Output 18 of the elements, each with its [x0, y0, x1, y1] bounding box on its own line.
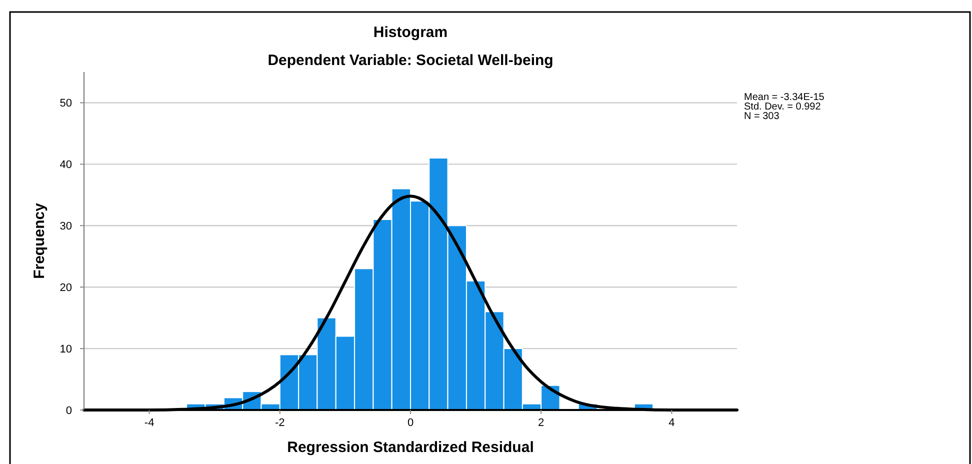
- x-tick-label: -2: [275, 417, 285, 429]
- y-tick-label: 40: [60, 159, 72, 172]
- text: Mean = -3.34E-15: [744, 92, 825, 103]
- y-tick-label: 10: [60, 343, 72, 356]
- chart-subtitle: Dependent Variable: Societal Well-being: [268, 52, 554, 69]
- y-tick-label: 20: [60, 282, 72, 294]
- y-tick-label: 30: [60, 220, 72, 232]
- y-tick-label: 50: [60, 98, 72, 110]
- x-tick-label: 2: [538, 417, 544, 429]
- x-tick-label: 4: [668, 417, 675, 429]
- y-axis-title: Frequency: [31, 202, 48, 279]
- text: N = 303: [744, 111, 780, 122]
- text: Std. Dev. = 0.992: [744, 102, 822, 112]
- x-tick-label: -4: [144, 417, 154, 429]
- y-tick-label: 0: [66, 404, 72, 417]
- x-tick-label: 0: [407, 417, 414, 429]
- chart-title: Histogram: [373, 24, 448, 41]
- x-axis-title: Regression Standardized Residual: [287, 439, 534, 456]
